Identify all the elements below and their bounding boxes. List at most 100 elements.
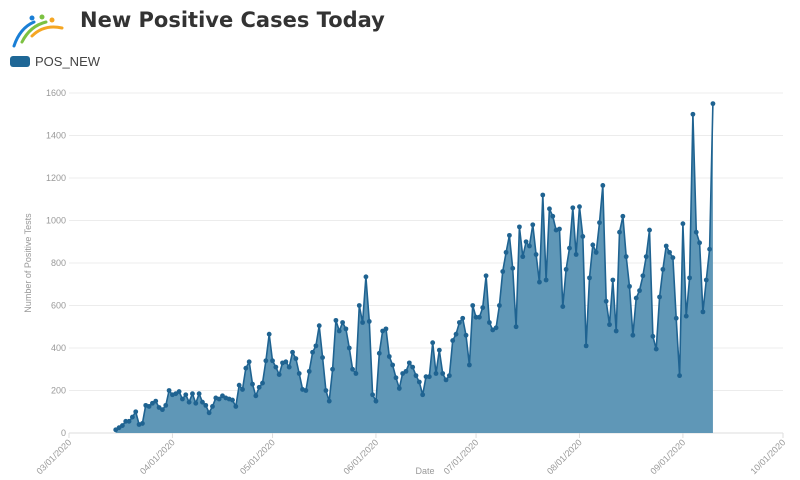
data-point: [263, 358, 269, 364]
data-point: [547, 206, 552, 212]
data-point: [373, 398, 379, 404]
data-point: [436, 347, 442, 353]
data-point: [590, 242, 596, 248]
data-point: [453, 331, 459, 337]
data-point: [420, 392, 426, 398]
x-tick-label: 08/01/2020: [545, 437, 584, 476]
data-point: [650, 333, 656, 339]
data-point: [366, 319, 372, 324]
data-point: [433, 371, 439, 376]
data-point: [557, 226, 562, 232]
data-point: [250, 381, 255, 387]
data-point: [360, 320, 366, 325]
data-point: [580, 234, 586, 239]
data-point: [697, 240, 702, 246]
data-point: [233, 404, 239, 409]
data-point: [166, 388, 172, 393]
y-tick-label: 1600: [46, 88, 66, 98]
data-point: [253, 393, 259, 399]
data-point: [460, 315, 466, 321]
data-point: [667, 249, 672, 255]
data-point: [396, 385, 402, 391]
data-point: [627, 283, 632, 289]
data-point: [353, 371, 359, 376]
data-point: [126, 418, 132, 424]
data-point: [640, 273, 646, 279]
y-tick-label: 0: [61, 428, 66, 438]
data-point: [243, 365, 249, 371]
data-point: [193, 400, 199, 406]
data-point: [607, 322, 612, 328]
y-axis-label: Number of Positive Tests: [23, 213, 33, 313]
x-tick-label: 04/01/2020: [138, 437, 177, 476]
data-point: [443, 377, 449, 383]
data-point: [203, 402, 209, 408]
data-point: [597, 220, 602, 226]
data-point: [660, 266, 666, 272]
data-point: [690, 111, 696, 117]
data-point: [507, 232, 512, 238]
data-point: [583, 343, 589, 349]
data-point: [230, 397, 235, 403]
data-point: [463, 332, 469, 338]
data-point: [153, 398, 159, 404]
data-point: [677, 373, 682, 379]
data-point: [700, 309, 706, 315]
data-point: [180, 396, 185, 402]
data-point: [560, 304, 566, 309]
y-tick-label: 1200: [46, 173, 66, 183]
legend-label: POS_NEW: [35, 54, 101, 69]
data-point: [617, 229, 622, 235]
data-point: [450, 338, 456, 343]
data-point: [370, 392, 376, 398]
data-point: [426, 374, 432, 380]
data-point: [320, 355, 325, 360]
data-point: [703, 277, 709, 283]
data-point: [673, 315, 679, 321]
series-area: [115, 103, 713, 433]
data-point: [176, 389, 182, 394]
data-point: [406, 360, 412, 366]
data-point: [430, 340, 436, 346]
data-point: [493, 325, 499, 331]
data-point: [710, 101, 716, 107]
data-point: [313, 343, 319, 349]
data-point: [260, 380, 265, 386]
data-point: [410, 364, 416, 370]
data-point: [537, 279, 542, 285]
data-point: [687, 275, 692, 281]
data-point: [630, 332, 636, 338]
data-point: [336, 328, 342, 334]
data-point: [386, 354, 392, 359]
x-tick-label: 03/01/2020: [34, 437, 73, 476]
data-point: [266, 331, 272, 337]
legend[interactable]: POS_NEW: [10, 54, 100, 69]
data-point: [346, 345, 352, 351]
data-point: [350, 366, 355, 372]
data-point: [133, 409, 139, 415]
data-point: [160, 407, 165, 413]
data-point: [413, 373, 419, 379]
data-point: [456, 320, 462, 325]
data-point: [186, 399, 192, 405]
data-point: [273, 364, 279, 370]
x-axis-label: Date: [415, 466, 434, 476]
data-point: [567, 245, 572, 251]
data-point: [670, 255, 676, 261]
data-point: [256, 384, 262, 390]
data-point: [653, 346, 659, 352]
data-point: [540, 192, 546, 198]
data-point: [163, 402, 169, 408]
data-point: [486, 320, 492, 325]
data-point: [513, 324, 519, 330]
data-point: [316, 323, 322, 329]
data-point: [476, 314, 482, 320]
data-point: [520, 254, 526, 260]
x-tick-label: 10/01/2020: [748, 437, 787, 476]
x-tick-label: 06/01/2020: [341, 437, 380, 476]
data-point: [693, 229, 699, 235]
chart-title: New Positive Cases Today: [80, 8, 385, 32]
data-point: [633, 295, 639, 301]
data-point: [600, 183, 606, 188]
